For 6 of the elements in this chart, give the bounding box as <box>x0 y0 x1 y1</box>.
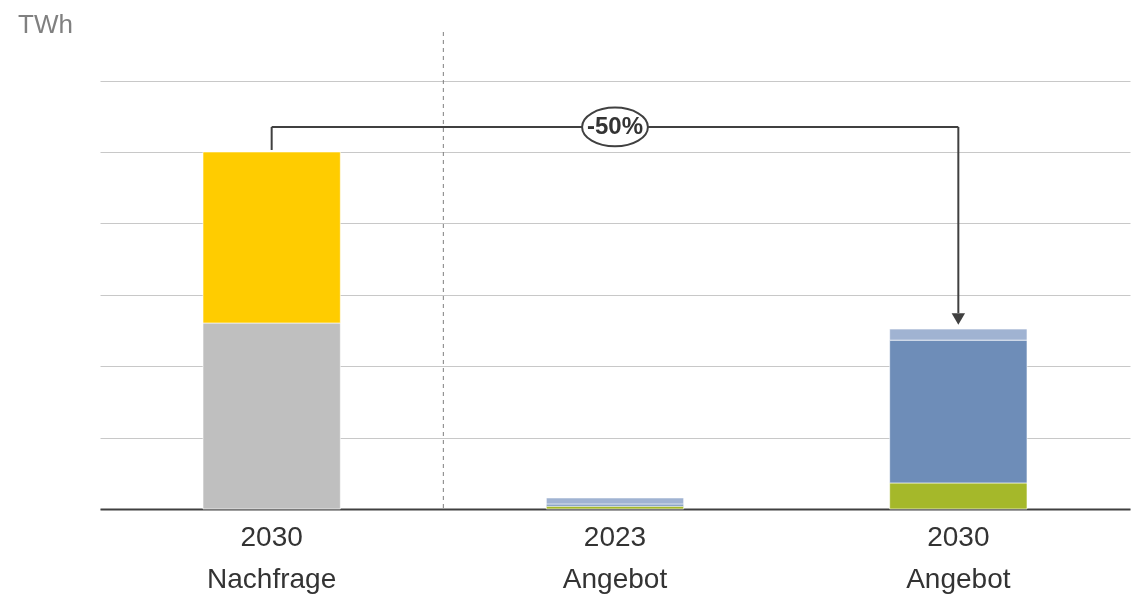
x-tick-label: 2030 Angebot <box>906 520 1011 594</box>
bar <box>546 497 684 505</box>
x-tick-label: 2023 Angebot <box>562 520 668 594</box>
text: -50% <box>586 111 644 139</box>
text: TWh <box>18 9 73 39</box>
x-tick-label: 2030 Nachfrage <box>207 520 337 594</box>
